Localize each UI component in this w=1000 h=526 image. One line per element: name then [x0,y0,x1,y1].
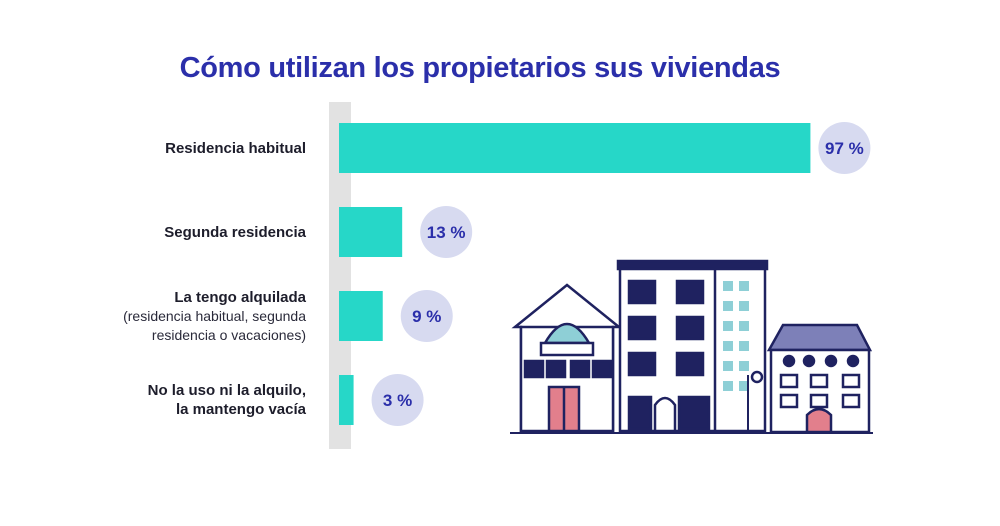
bar-0 [339,123,811,173]
category-label-2: La tengo alquilada (residencia habitual, … [123,288,306,345]
value-badge-2 [400,290,453,342]
axis-band [329,102,351,449]
category-title-1: Segunda residencia [164,223,306,241]
bar-2 [339,291,383,341]
category-label-1: Segunda residencia [164,223,306,242]
category-title-0: Residencia habitual [165,139,306,157]
chart-title: Cómo utilizan los propietarios sus vivie… [179,52,781,84]
value-badge-1 [420,206,473,258]
value-badge-0 [818,122,871,174]
bar-3 [339,375,354,425]
right-house [766,323,873,434]
category-label-0: Residencia habitual [165,139,306,158]
category-title-2: La tengo alquilada [174,288,306,306]
value-label-0: 97 % [825,139,864,158]
category-title-3: No la uso ni la alquilo, la mantengo vací… [147,382,306,418]
category-subtitle-2: (residencia habitual, segunda residencia … [123,307,306,343]
tall-building [616,259,769,433]
category-label-3: No la uso ni la alquilo, la mantengo vací… [148,381,306,419]
value-label-3: 3 % [383,391,412,410]
left-house [511,283,623,433]
bars-layer: 97 % 13 % 9 % 3 % [339,122,871,426]
value-badge-3 [371,374,424,426]
value-label-2: 9 % [412,307,441,326]
bar-1 [339,207,403,257]
value-label-1: 13 % [427,223,466,242]
houses-illustration [510,259,873,434]
